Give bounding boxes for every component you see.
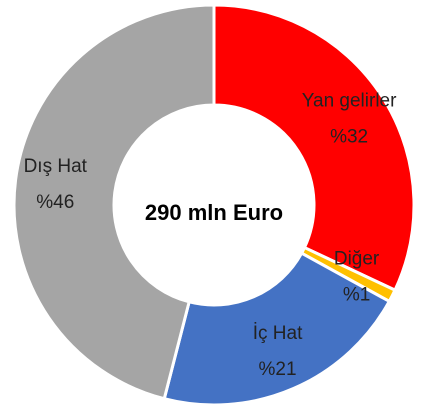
- donut-slice: [212, 3, 416, 293]
- center-text: 290 mln Euro: [145, 200, 283, 225]
- slice-label: Yan gelirler: [302, 90, 397, 111]
- slice-label: İç Hat: [253, 323, 303, 344]
- slice-label: Diğer: [334, 249, 380, 270]
- slice-value-label: %21: [259, 359, 297, 380]
- slice-label: Dış Hat: [24, 156, 88, 177]
- slice-value-label: %46: [36, 192, 74, 213]
- slice-value-label: %32: [330, 126, 368, 147]
- donut-slice: [12, 3, 216, 401]
- donut-slice: [162, 251, 392, 407]
- slice-value-label: %1: [343, 285, 370, 306]
- slices: [12, 3, 416, 407]
